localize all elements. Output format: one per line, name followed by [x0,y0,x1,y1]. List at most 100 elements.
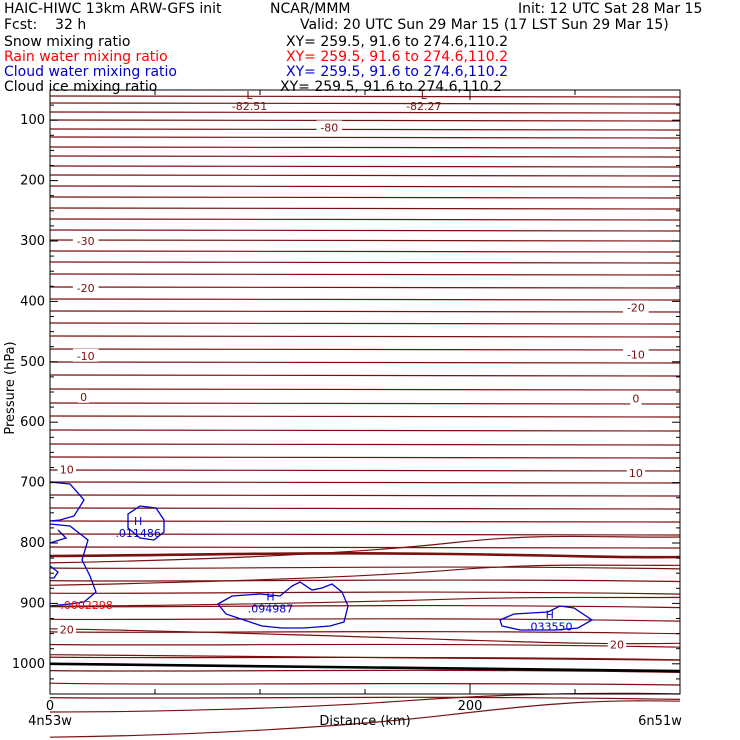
temperature-contour-label: -80 [320,121,338,134]
isotherm-line [49,456,681,459]
isotherm-line [49,596,681,607]
y-tick-label: 400 [20,294,45,309]
isotherm-line [49,261,681,264]
field-label-rain: Rain water mixing ratio [4,49,168,65]
contour-label-bg [78,389,90,403]
temperature-contour-label: -20 [627,301,645,314]
init-time: Init: 12 UTC Sat 28 Mar 15 [518,1,703,17]
field-label-cloud-ice: Cloud ice mixing ratio [4,79,158,95]
contour-label-bg [623,347,649,361]
isotherm-line [49,692,681,713]
isotherm-line [49,111,681,114]
x-tick-label: 200 [458,699,483,714]
isotherm-line [49,564,681,586]
chart-marks: -80-30-20-20-10 -100 010 102020L-82.51L-82.… [57,89,649,651]
cloud-water-contour [127,505,165,541]
temperature-contour-label: 0 [80,391,87,404]
isotherm-line [49,128,681,131]
field-label-snow: Snow mixing ratio [4,34,131,50]
y-tick-label: 900 [20,596,45,611]
cloud-water-max-symbol: H [134,515,142,528]
field-xy-rain: XY= 259.5, 91.6 to 274.6,110.2 [286,49,509,65]
freezing-isotherm [49,552,681,559]
surface-line [49,662,681,673]
cloud-water-contour [49,481,85,522]
y-tick-label: 300 [20,234,45,249]
isotherm-line [49,196,681,199]
isotherm-line [49,429,681,432]
isotherm-line [49,402,681,405]
temperature-contour-label: 0 [632,393,639,406]
isotherm-line [49,155,681,158]
temperature-contour-label: -10 [627,349,645,362]
low-symbol: L [246,89,253,102]
isotherm-line [49,643,681,648]
isotherm-line [49,165,681,168]
field-xy-cloud-ice: XY= 259.5, 91.6 to 274.6,110.2 [280,79,503,95]
isotherm-line [49,535,681,564]
isotherm-line [49,507,681,510]
isotherm-line [49,415,681,418]
y-tick-label: 700 [20,476,45,491]
isotherm-line [49,361,681,364]
isotherm-line [49,322,681,325]
isotherm-line [49,682,681,686]
contour-label-bg [626,465,646,479]
y-tick-label: 800 [20,536,45,551]
model-title: HAIC-HIWC 13km ARW-GFS init [4,1,222,17]
low-symbol: L [421,89,428,102]
contour-label-bg [72,348,99,362]
contour-label-bg [630,391,642,405]
isotherm-line [49,566,681,570]
contour-label-bg [72,281,99,295]
contour-label-bg [607,637,627,651]
isotherm-line [49,494,681,497]
isotherm-line [49,250,681,253]
isotherm-line [49,654,681,661]
contour-label-bg [623,300,649,314]
temperature-contour-label: -30 [77,235,95,248]
cloud-water-max-symbol: H [546,609,554,622]
isotherm-line [49,310,681,313]
isotherm-line [49,273,681,276]
y-tick-label: 100 [20,113,45,128]
temperature-contour-label: -20 [77,282,95,295]
isotherm-line [49,335,681,338]
x-endpoint-left: 4n53w [28,714,72,729]
isotherm-line [49,696,681,700]
isotherm-line [49,207,681,210]
isotherm-line [49,95,681,98]
isotherm-line [49,218,681,221]
isotherm-line [49,146,681,149]
isotherm-line [49,119,681,122]
isotherm-line [49,443,681,446]
y-tick-label: 500 [20,355,45,370]
isotherm-line [49,136,681,139]
temperature-contour-label: 20 [610,638,624,651]
x-endpoint-right: 6n51w [638,714,682,729]
cloud-water-max-value: .094987 [248,602,294,615]
isotherm-line [49,700,681,738]
isotherm-line [49,469,681,472]
contour-label-bg [57,622,76,636]
temperature-contour-label: 10 [60,463,74,476]
isotherm-line [49,102,681,105]
isotherm-line [49,546,681,549]
cloud-water-contour [49,523,97,607]
cloud-water-contour [49,529,68,544]
temperature-contour-label: 10 [629,467,643,480]
isotherm-line [49,388,681,391]
contour-label-bg [316,120,343,134]
forecast-hour: Fcst: 32 h [4,17,87,33]
cloud-water-contour [49,565,59,579]
cloud-water-contour [217,581,349,629]
isotherm-line [49,229,681,232]
cloud-water-max-symbol: H [266,590,274,603]
low-value: -82.27 [406,100,441,113]
isotherm-line [49,520,681,523]
temperature-contour-label: 20 [60,623,74,636]
field-xy-snow: XY= 259.5, 91.6 to 274.6,110.2 [286,34,509,50]
isotherm-line [49,185,681,188]
